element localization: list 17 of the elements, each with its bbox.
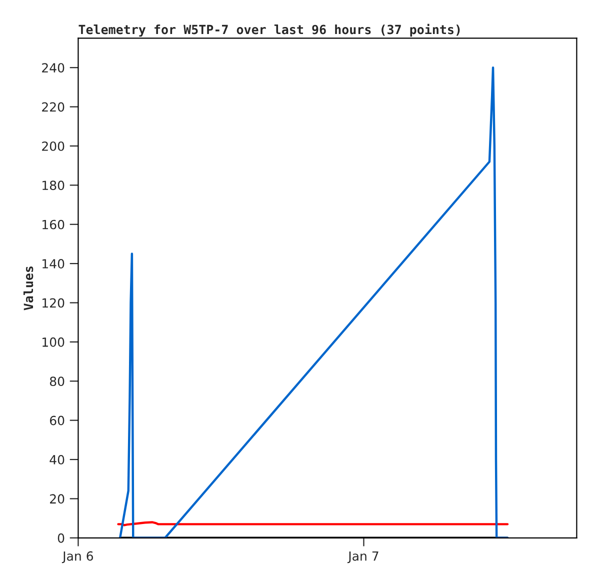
y-axis-title: Values — [24, 266, 34, 310]
y-tick-label: 80 — [50, 376, 64, 386]
y-tick-label: 180 — [42, 180, 64, 190]
y-tick-label: 60 — [50, 416, 64, 426]
y-tick-label: 40 — [50, 454, 64, 464]
y-tick-label: 0 — [58, 533, 64, 543]
y-tick-label: 120 — [42, 298, 64, 308]
y-tick-label: 240 — [42, 63, 64, 73]
y-tick-label: 200 — [42, 141, 64, 151]
y-tick-label: 20 — [50, 494, 64, 504]
y-tick-label: 160 — [42, 220, 64, 230]
y-tick-label: 140 — [42, 259, 64, 268]
x-tick-label: Jan 6 — [62, 551, 94, 564]
chart-title: Telemetry for W5TP-7 over last 96 hours (37 points) — [78, 24, 460, 37]
y-tick-label: 100 — [42, 337, 64, 347]
y-tick-label: 220 — [42, 102, 64, 112]
x-tick-label: Jan 7 — [347, 551, 378, 564]
